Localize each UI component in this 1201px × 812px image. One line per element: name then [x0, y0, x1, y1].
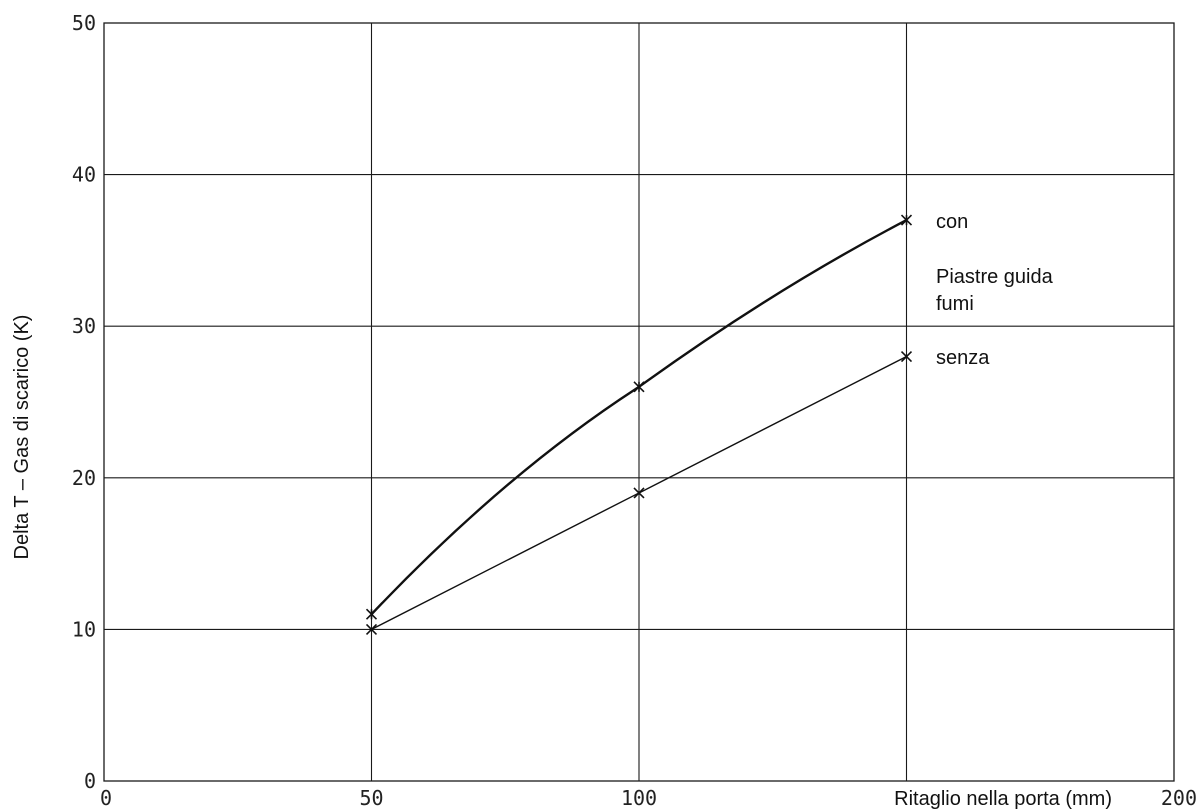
x-tick-label: 0: [100, 786, 112, 810]
y-tick-label: 0: [84, 769, 96, 793]
data-point-senza: [633, 487, 645, 499]
x-axis-label: Ritaglio nella porta (mm): [894, 788, 1112, 810]
data-point-con: [365, 608, 378, 620]
legend-caption-line-2: fumi: [936, 293, 974, 315]
x-tick-labels: 0 50 100 200: [100, 786, 1197, 810]
series: [365, 214, 913, 635]
x-tick-label: 50: [359, 786, 383, 810]
data-point-con: [633, 381, 645, 393]
y-tick-labels: 0 10 20 30 40 50: [72, 11, 96, 793]
y-tick-label: 10: [72, 617, 96, 641]
x-tick-label: 100: [621, 786, 657, 810]
y-axis-label: Delta T – Gas di scarico (K): [11, 315, 33, 560]
plot-frame: [103, 22, 1175, 782]
y-tick-label: 20: [72, 466, 96, 490]
y-tick-label: 40: [72, 163, 96, 187]
grid: [104, 23, 1174, 781]
data-point-senza: [365, 623, 378, 635]
legend-con-label: con: [936, 211, 968, 233]
data-point-senza: [900, 350, 913, 363]
y-tick-label: 30: [72, 314, 96, 338]
legend-caption-line-1: Piastre guida: [936, 266, 1054, 288]
y-tick-label: 50: [72, 11, 96, 35]
x-tick-label: 200: [1161, 786, 1197, 810]
legend-senza-label: senza: [936, 347, 990, 369]
data-point-con: [900, 214, 913, 226]
